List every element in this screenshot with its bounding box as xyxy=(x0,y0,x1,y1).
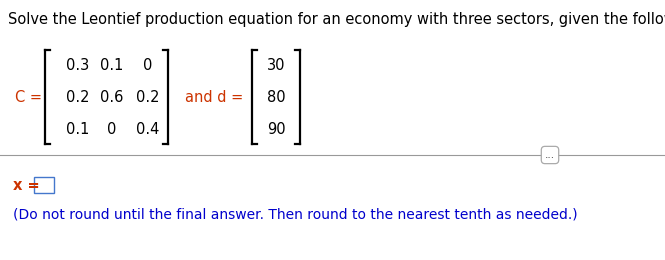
Text: 90: 90 xyxy=(267,121,285,136)
Text: Solve the Leontief production equation for an economy with three sectors, given : Solve the Leontief production equation f… xyxy=(8,12,665,27)
Text: 0: 0 xyxy=(144,57,153,73)
Text: 0.2: 0.2 xyxy=(136,89,160,105)
Text: 30: 30 xyxy=(267,57,285,73)
Text: 0.6: 0.6 xyxy=(100,89,124,105)
Text: (Do not round until the final answer. Then round to the nearest tenth as needed.: (Do not round until the final answer. Th… xyxy=(13,208,578,222)
Text: 0.4: 0.4 xyxy=(136,121,160,136)
Text: x =: x = xyxy=(13,178,40,192)
Text: 0: 0 xyxy=(107,121,116,136)
Text: C =: C = xyxy=(15,89,42,105)
FancyBboxPatch shape xyxy=(34,177,54,193)
Text: ...: ... xyxy=(545,150,555,160)
Text: 0.2: 0.2 xyxy=(66,89,90,105)
Text: 0.1: 0.1 xyxy=(100,57,124,73)
Text: 80: 80 xyxy=(267,89,285,105)
Text: and d =: and d = xyxy=(185,89,243,105)
Text: 0.3: 0.3 xyxy=(66,57,90,73)
Text: 0.1: 0.1 xyxy=(66,121,90,136)
